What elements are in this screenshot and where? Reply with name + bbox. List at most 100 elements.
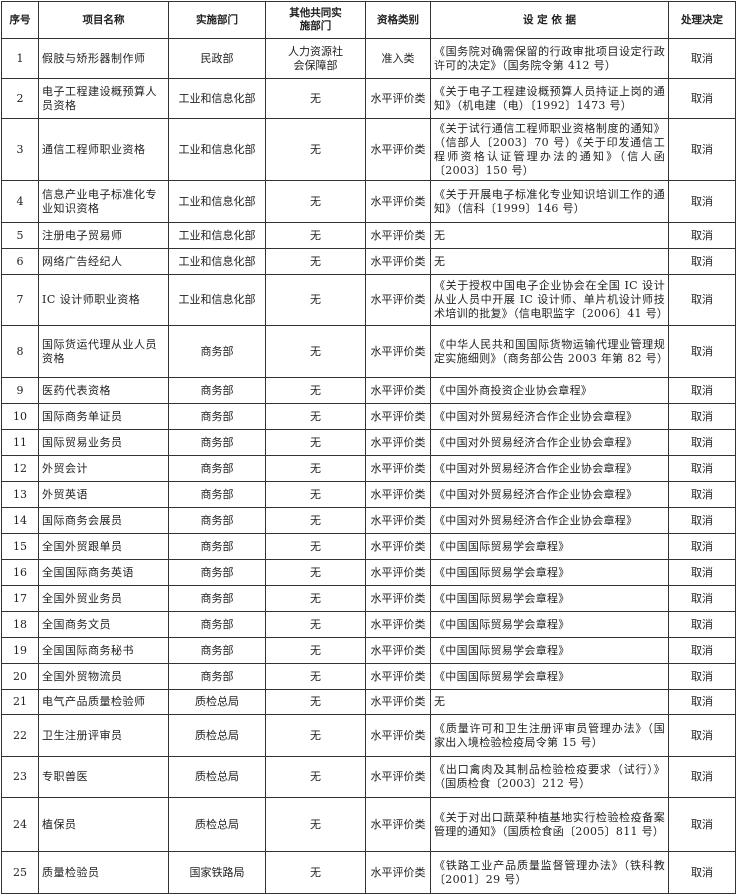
- table-row: 11 国际贸易业务员 商务部无水平评价类 《中国对外贸易经济合作企业协会章程》 取消: [1, 429, 736, 456]
- other-dept-cell: 无: [265, 325, 366, 378]
- item-name-cell: 国际贸易业务员: [38, 429, 169, 456]
- header-dept: 实施部门: [168, 1, 266, 39]
- other-dept-cell: 无: [265, 78, 366, 119]
- item-name-cell: 植保员: [38, 797, 169, 852]
- decision-cell: 取消: [668, 585, 736, 612]
- table-row: 15 全国外贸跟单员 商务部无水平评价类 《中国国际贸易学会章程》 取消: [1, 533, 736, 560]
- table-row: 14 国际商务会展员 商务部无水平评价类 《中国对外贸易经济合作企业协会章程》 取消: [1, 507, 736, 534]
- qualification-type-cell: 水平评价类: [365, 533, 431, 560]
- other-dept-cell: 无: [265, 481, 366, 508]
- table-row: 9 医药代表资格 商务部无水平评价类 《中国外商投资企业协会章程》 取消: [1, 377, 736, 404]
- implementing-dept-cell: 民政部: [168, 38, 266, 79]
- row-number-cell: 14: [1, 507, 39, 534]
- item-name-cell: 国际商务单证员: [38, 403, 169, 430]
- implementing-dept-cell: 商务部: [168, 637, 266, 664]
- basis-cell: 《关于电子工程建设概预算人员持证上岗的通知》（机电建（电）〔1992〕1473 …: [430, 78, 669, 119]
- decision-cell: 取消: [668, 180, 736, 223]
- qualification-type-cell: 水平评价类: [365, 248, 431, 275]
- basis-cell: 《中国对外贸易经济合作企业协会章程》: [430, 481, 669, 508]
- basis-cell: 《出口禽肉及其制品检验检疫要求（试行）》（国质检食〔2003〕212 号）: [430, 756, 669, 798]
- implementing-dept-cell: 工业和信息化部: [168, 248, 266, 275]
- table-row: 18 全国商务文员 商务部无水平评价类 《中国国际贸易学会章程》 取消: [1, 611, 736, 638]
- other-dept-cell: 无: [265, 180, 366, 223]
- row-number-cell: 18: [1, 611, 39, 638]
- table-row: 3 通信工程师职业资格 工业和信息化部无水平评价类 《关于试行通信工程师职业资格制度的…: [1, 118, 736, 181]
- item-name-cell: 外贸英语: [38, 481, 169, 508]
- item-name-cell: 网络广告经纪人: [38, 248, 169, 275]
- implementing-dept-cell: 工业和信息化部: [168, 78, 266, 119]
- item-name-cell: 国际商务会展员: [38, 507, 169, 534]
- basis-cell: 《中国国际贸易学会章程》: [430, 663, 669, 690]
- basis-cell: 《中国对外贸易经济合作企业协会章程》: [430, 403, 669, 430]
- implementing-dept-cell: 工业和信息化部: [168, 274, 266, 326]
- decision-cell: 取消: [668, 118, 736, 181]
- table-row: 16 全国国际商务英语 商务部无水平评价类 《中国国际贸易学会章程》 取消: [1, 559, 736, 586]
- item-name-cell: 电子工程建设概预算人员资格: [38, 78, 169, 119]
- basis-cell: 《中国国际贸易学会章程》: [430, 637, 669, 664]
- other-dept-cell: 无: [265, 585, 366, 612]
- qualification-type-cell: 水平评价类: [365, 377, 431, 404]
- basis-cell: 《质量许可和卫生注册评审员管理办法》（国家出入境检验检疫局令第 15 号）: [430, 714, 669, 757]
- qualification-type-cell: 水平评价类: [365, 429, 431, 456]
- implementing-dept-cell: 商务部: [168, 429, 266, 456]
- other-dept-cell: 无: [265, 403, 366, 430]
- row-number-cell: 24: [1, 797, 39, 852]
- implementing-dept-cell: 商务部: [168, 325, 266, 378]
- decision-cell: 取消: [668, 533, 736, 560]
- item-name-cell: 假肢与矫形器制作师: [38, 38, 169, 79]
- other-dept-cell: 无: [265, 611, 366, 638]
- item-name-cell: 全国外贸跟单员: [38, 533, 169, 560]
- decision-cell: 取消: [668, 637, 736, 664]
- other-dept-cell: 无: [265, 274, 366, 326]
- row-number-cell: 3: [1, 118, 39, 181]
- other-dept-cell: 无: [265, 533, 366, 560]
- item-name-cell: IC 设计师职业资格: [38, 274, 169, 326]
- row-number-cell: 15: [1, 533, 39, 560]
- other-dept-cell: 无: [265, 559, 366, 586]
- table-row: 1 假肢与矫形器制作师 民政部 人力资源社会保障部 准入类 《国务院对确需保留的行政审批项…: [1, 38, 736, 79]
- basis-cell: 《中国外商投资企业协会章程》: [430, 377, 669, 404]
- header-row: 序号 项目名称 实施部门 其他共同实施部门 资格类别 设 定 依 据 处理决定: [1, 1, 736, 39]
- other-dept-cell: 无: [265, 797, 366, 852]
- decision-cell: 取消: [668, 714, 736, 757]
- basis-cell: 《关于授权中国电子企业协会在全国 IC 设计从业人员中开展 IC 设计师、单片机…: [430, 274, 669, 326]
- row-number-cell: 10: [1, 403, 39, 430]
- decision-cell: 取消: [668, 274, 736, 326]
- decision-cell: 取消: [668, 377, 736, 404]
- qualification-type-cell: 水平评价类: [365, 797, 431, 852]
- decision-cell: 取消: [668, 78, 736, 119]
- decision-cell: 取消: [668, 403, 736, 430]
- basis-cell: 《中国国际贸易学会章程》: [430, 611, 669, 638]
- decision-cell: 取消: [668, 689, 736, 715]
- item-name-cell: 全国外贸物流员: [38, 663, 169, 690]
- row-number-cell: 7: [1, 274, 39, 326]
- table-row: 19 全国国际商务秘书 商务部无水平评价类 《中国国际贸易学会章程》 取消: [1, 637, 736, 664]
- item-name-cell: 医药代表资格: [38, 377, 169, 404]
- header-other-dept-text: 其他共同实施部门: [289, 7, 342, 32]
- basis-cell: 《中国国际贸易学会章程》: [430, 559, 669, 586]
- qualification-type-cell: 水平评价类: [365, 78, 431, 119]
- row-number-cell: 9: [1, 377, 39, 404]
- implementing-dept-cell: 商务部: [168, 403, 266, 430]
- row-number-cell: 22: [1, 714, 39, 757]
- qualification-type-cell: 水平评价类: [365, 455, 431, 482]
- item-name-cell: 电气产品质量检验师: [38, 689, 169, 715]
- decision-cell: 取消: [668, 611, 736, 638]
- implementing-dept-cell: 工业和信息化部: [168, 180, 266, 223]
- row-number-cell: 6: [1, 248, 39, 275]
- qualification-type-cell: 水平评价类: [365, 714, 431, 757]
- implementing-dept-cell: 工业和信息化部: [168, 118, 266, 181]
- other-dept-cell: 无: [265, 455, 366, 482]
- implementing-dept-cell: 商务部: [168, 611, 266, 638]
- implementing-dept-cell: 商务部: [168, 455, 266, 482]
- item-name-cell: 全国国际商务秘书: [38, 637, 169, 664]
- other-dept-cell: 无: [265, 663, 366, 690]
- qualification-type-cell: 水平评价类: [365, 585, 431, 612]
- row-number-cell: 11: [1, 429, 39, 456]
- other-dept-cell: 无: [265, 118, 366, 181]
- table-row: 6 网络广告经纪人 工业和信息化部无水平评价类无取消: [1, 248, 736, 275]
- other-dept-cell: 无: [265, 756, 366, 798]
- basis-cell: 《中国国际贸易学会章程》: [430, 585, 669, 612]
- row-number-cell: 1: [1, 38, 39, 79]
- implementing-dept-cell: 商务部: [168, 481, 266, 508]
